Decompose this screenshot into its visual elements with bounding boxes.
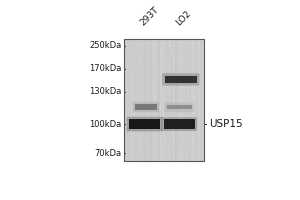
FancyBboxPatch shape (167, 105, 192, 109)
FancyBboxPatch shape (161, 117, 197, 131)
Text: 250kDa: 250kDa (89, 41, 121, 50)
Bar (124, 39, 204, 161)
FancyBboxPatch shape (135, 104, 157, 110)
FancyBboxPatch shape (129, 119, 160, 129)
FancyBboxPatch shape (162, 73, 200, 86)
Text: 130kDa: 130kDa (89, 87, 121, 96)
FancyBboxPatch shape (164, 119, 195, 129)
FancyBboxPatch shape (133, 102, 159, 112)
FancyBboxPatch shape (165, 103, 194, 112)
FancyBboxPatch shape (127, 117, 162, 131)
FancyBboxPatch shape (165, 76, 197, 83)
Text: 170kDa: 170kDa (89, 64, 121, 73)
Text: 293T: 293T (138, 6, 160, 28)
Text: 100kDa: 100kDa (89, 120, 121, 129)
Text: 70kDa: 70kDa (94, 149, 121, 158)
Text: LO2: LO2 (175, 9, 193, 28)
Text: USP15: USP15 (210, 119, 243, 129)
